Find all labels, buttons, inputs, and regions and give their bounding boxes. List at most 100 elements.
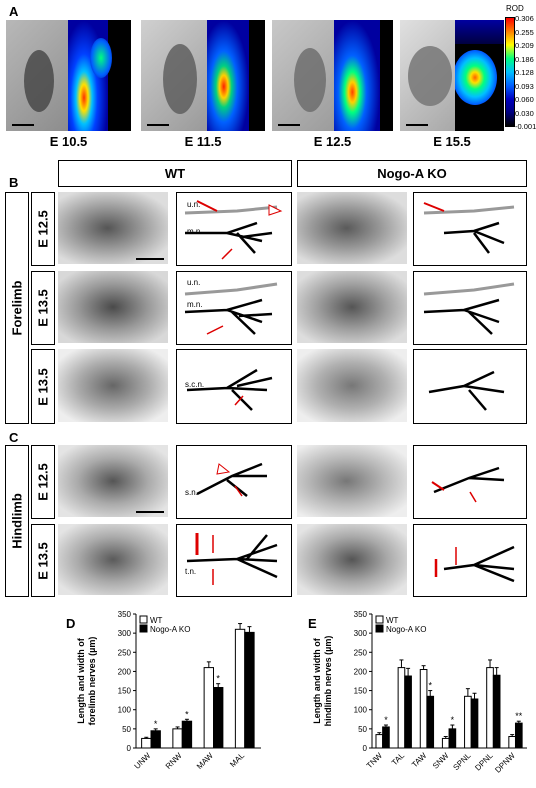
x-tick-label: TAW: [410, 751, 429, 770]
section-label-forelimb: Forelimb: [5, 192, 29, 424]
limb-photo-ko-c1: [297, 445, 407, 517]
legend-swatch: [375, 624, 384, 633]
nerve-tracing-ko-c1: [413, 445, 527, 519]
colorbar-tick-label: 0.060: [515, 95, 534, 104]
y-tick-label: 150: [118, 687, 132, 696]
x-tick-label: MAW: [195, 751, 215, 771]
colorbar-tick-label: 0.093: [515, 81, 534, 91]
bar: [404, 675, 412, 749]
micrograph-e10-5: [6, 20, 68, 131]
colorbar-title: ROD: [506, 4, 524, 13]
y-axis-label: Length and width ofhindlimb nerves (µm): [312, 636, 333, 727]
colorbar-tick-label: 0.209: [515, 41, 534, 50]
bar: [441, 737, 450, 749]
y-tick-label: 0: [127, 744, 132, 753]
panel-letter-b: B: [9, 175, 19, 190]
bar: [486, 667, 494, 749]
bar: [244, 631, 255, 749]
micrograph-e15-5: [400, 20, 455, 131]
colorbar-tick-label: 0.186: [515, 54, 534, 64]
x-tick-label: DPNW: [493, 751, 517, 775]
significance-marker: *: [451, 715, 455, 725]
stage-label: E 12.5: [313, 134, 352, 149]
y-axis-label: Length and width offorelimb nerves (µm): [76, 637, 97, 726]
stage-label: E 11.5: [184, 134, 222, 149]
nerve-tracing-ko-b2: [413, 271, 527, 345]
limb-photo-wt-c2: [58, 524, 168, 595]
nerve-tracing-wt-b3: s.c.n.: [176, 349, 292, 424]
nerve-tracing-ko-b3: [413, 349, 527, 424]
bar: [382, 726, 390, 749]
colorbar-tick-label: 0.255: [515, 27, 534, 37]
x-tick-label: UNW: [133, 751, 153, 771]
bar: [470, 698, 479, 749]
y-tick-label: 300: [118, 629, 132, 638]
limb-photo-ko-b3: [297, 349, 407, 422]
legend-swatch: [375, 615, 384, 624]
bar: [213, 687, 224, 749]
row-label: E 12.5: [31, 192, 55, 266]
limb-photo-wt-b3: [58, 349, 168, 422]
y-tick-label: 250: [118, 648, 132, 657]
nerve-label: u.n.: [187, 200, 201, 209]
legend-swatch: [139, 624, 148, 633]
nerve-tracing-wt-c2: t.n.: [176, 524, 292, 597]
x-tick-label: RNW: [164, 751, 184, 771]
bar: [508, 736, 516, 749]
y-tick-label: 50: [122, 725, 131, 734]
x-tick-label: SNW: [431, 751, 451, 771]
significance-marker: *: [154, 719, 158, 729]
bar: [397, 667, 406, 749]
y-tick-label: 300: [354, 629, 368, 638]
scale-bar: [278, 124, 300, 126]
scale-bar: [406, 124, 428, 126]
colorbar-tick-label: 0.128: [515, 68, 534, 77]
nerve-tracing-ko-b1: [413, 192, 527, 266]
row-label-text: E 13.5: [35, 541, 51, 580]
row-label: E 13.5: [31, 524, 55, 597]
micrograph-e11-5: [141, 20, 207, 131]
y-tick-label: 350: [118, 610, 132, 619]
row-label: E 13.5: [31, 271, 55, 345]
y-tick-label: 100: [354, 706, 368, 715]
y-tick-label: 150: [354, 687, 368, 696]
row-label-text: E 13.5: [35, 367, 51, 406]
row-label: E 12.5: [31, 445, 55, 519]
x-tick-label: MAL: [228, 751, 246, 769]
y-tick-label: 200: [118, 667, 132, 676]
bar: [426, 695, 435, 749]
bar: [150, 730, 161, 749]
significance-marker: **: [515, 711, 523, 721]
limb-photo-ko-b1: [297, 192, 407, 264]
bar: [181, 720, 193, 749]
y-tick-label: 50: [358, 725, 367, 734]
y-tick-label: 0: [363, 744, 368, 753]
limb-photo-ko-c2: [297, 524, 407, 595]
heatmap-e15-5: [455, 20, 504, 131]
bar: [514, 722, 523, 749]
colorbar-ticks: 0.306 0.255 0.209 0.186 0.128 0.093 0.060 0.030…: [515, 14, 536, 131]
significance-marker: *: [216, 674, 220, 684]
nerve-label: s.n.: [185, 488, 198, 497]
x-tick-label: SPNL: [451, 751, 473, 773]
scale-bar: [147, 124, 169, 126]
heatmap-e10-5: [68, 20, 131, 131]
nerve-label: t.n.: [185, 567, 197, 576]
legend-label: Nogo-A KO: [386, 625, 426, 634]
bar: [419, 669, 428, 749]
heatmap-e12-5: [334, 20, 393, 131]
bar: [464, 695, 472, 749]
panel-letter-a: A: [9, 4, 19, 19]
scale-bar: [136, 511, 164, 513]
legend-swatch: [139, 615, 148, 624]
bar: [234, 628, 246, 749]
nerve-tracing-ko-c2: [413, 524, 527, 597]
bar: [203, 667, 214, 749]
y-tick-label: 200: [354, 667, 368, 676]
y-tick-label: 350: [354, 610, 368, 619]
bar: [492, 674, 501, 749]
row-label-text: E 12.5: [35, 463, 51, 501]
heatmap-e11-5: [207, 20, 265, 131]
column-header-wt: WT: [58, 160, 292, 187]
row-label: E 13.5: [31, 349, 55, 424]
